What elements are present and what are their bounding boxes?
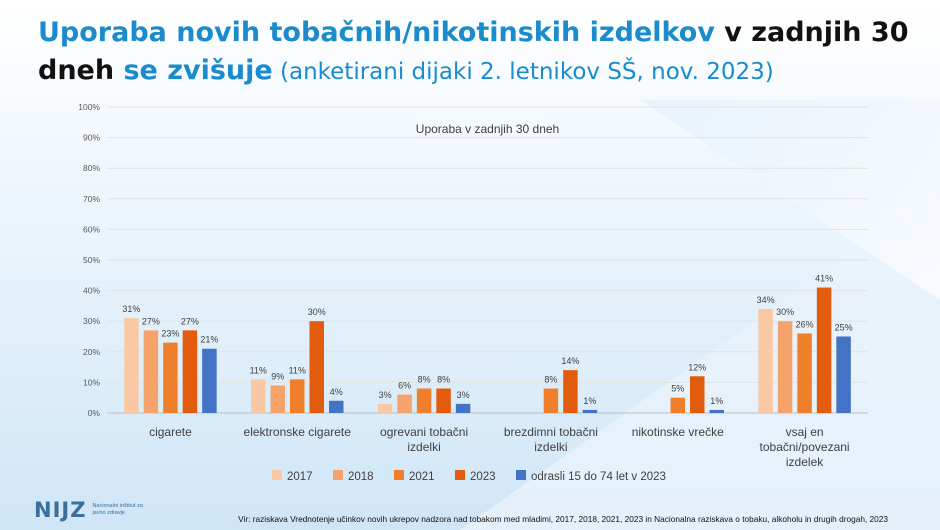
bar	[309, 321, 324, 413]
nijz-logo: NIJZ Nacionalni inštitut za javno zdravj…	[34, 497, 152, 523]
legend-label: 2017	[287, 471, 313, 483]
data-label: 26%	[796, 319, 814, 329]
y-tick-label: 90%	[83, 133, 100, 143]
data-label: 14%	[561, 356, 579, 366]
legend-swatch	[455, 470, 465, 480]
category-label: izdelek	[786, 455, 824, 469]
bar	[758, 308, 773, 413]
bar	[436, 388, 451, 413]
chart-title: Uporaba v zadnjih 30 dneh	[416, 122, 559, 136]
data-label: 23%	[161, 329, 179, 339]
data-label: 8%	[418, 375, 431, 385]
bar	[416, 388, 432, 413]
data-label: 9%	[271, 371, 284, 381]
data-label: 1%	[583, 396, 596, 406]
data-label: 1%	[710, 396, 723, 406]
y-tick-label: 0%	[88, 408, 101, 418]
category-label: tobačni/povezani	[760, 440, 850, 454]
bar	[163, 342, 178, 413]
category-label: ogrevani tobačni	[380, 425, 468, 439]
legend-label: 2018	[348, 471, 374, 483]
legend-swatch	[272, 470, 282, 480]
data-label: 27%	[181, 316, 199, 326]
data-label: 30%	[776, 307, 794, 317]
category-label: brezdimni tobačni	[504, 425, 598, 439]
source-note: Vir: raziskava Vrednotenje učinkov novih…	[238, 514, 888, 524]
category-label: izdelki	[534, 440, 567, 454]
legend-label: 2021	[409, 471, 435, 483]
bar	[709, 409, 724, 413]
data-label: 27%	[142, 316, 160, 326]
bar	[124, 318, 139, 413]
category-label: izdelki	[407, 440, 440, 454]
bar	[329, 400, 344, 413]
legend-swatch	[394, 470, 404, 480]
data-label: 30%	[308, 307, 326, 317]
data-label: 3%	[457, 390, 470, 400]
legend-label: odrasli 15 do 74 let v 2023	[531, 471, 666, 483]
legend-label: 2023	[470, 471, 496, 483]
data-label: 31%	[122, 304, 140, 314]
category-label: elektronske cigarete	[244, 425, 352, 439]
data-label: 6%	[398, 381, 411, 391]
bar	[816, 287, 832, 413]
data-label: 3%	[379, 390, 392, 400]
bar	[251, 379, 266, 413]
bar	[690, 376, 705, 413]
data-label: 11%	[289, 365, 306, 375]
bar	[670, 397, 685, 413]
category-label: cigarete	[149, 425, 192, 439]
y-tick-label: 70%	[83, 194, 100, 204]
bar	[777, 321, 793, 413]
y-tick-label: 80%	[83, 163, 100, 173]
data-label: 4%	[330, 387, 343, 397]
bar	[582, 409, 598, 413]
data-label: 5%	[671, 384, 684, 394]
bar	[202, 348, 217, 413]
bar	[377, 403, 393, 413]
bar	[836, 336, 851, 413]
y-tick-label: 100%	[78, 102, 100, 112]
y-tick-label: 40%	[83, 286, 100, 296]
page-title: Uporaba novih tobačnih/nikotinskih izdel…	[38, 14, 918, 91]
data-label: 41%	[815, 274, 833, 284]
bar	[182, 330, 198, 413]
bar	[455, 403, 471, 413]
y-tick-label: 60%	[83, 224, 100, 234]
legend-swatch	[516, 470, 526, 480]
bar	[397, 394, 412, 413]
title-part-3: se zvišuje	[123, 55, 273, 86]
data-label: 25%	[835, 323, 853, 333]
data-label: 12%	[688, 362, 706, 372]
bar	[543, 388, 559, 413]
bar	[797, 333, 812, 413]
bar	[563, 370, 578, 413]
title-part-4: (anketirani dijaki 2. letnikov SŠ, nov. …	[272, 59, 774, 85]
bar	[290, 379, 305, 413]
data-label: 21%	[200, 335, 218, 345]
logo-mark: NIJZ	[34, 498, 87, 522]
logo-subtitle: Nacionalni inštitut za javno zdravje	[92, 503, 143, 516]
legend-swatch	[333, 470, 343, 480]
bar	[143, 330, 159, 413]
title-part-2: v zadnjih 30 dneh	[38, 17, 909, 86]
y-tick-label: 20%	[83, 347, 100, 357]
y-tick-label: 10%	[83, 377, 100, 387]
category-label: vsaj en	[786, 425, 824, 439]
category-label: nikotinske vrečke	[632, 425, 724, 439]
data-label: 11%	[250, 365, 267, 375]
data-label: 8%	[544, 375, 557, 385]
data-label: 8%	[437, 375, 450, 385]
y-tick-label: 30%	[83, 316, 100, 326]
bar	[270, 385, 285, 413]
data-label: 34%	[757, 295, 775, 305]
y-tick-label: 50%	[83, 255, 100, 265]
title-part-1: Uporaba novih tobačnih/nikotinskih izdel…	[38, 17, 715, 48]
